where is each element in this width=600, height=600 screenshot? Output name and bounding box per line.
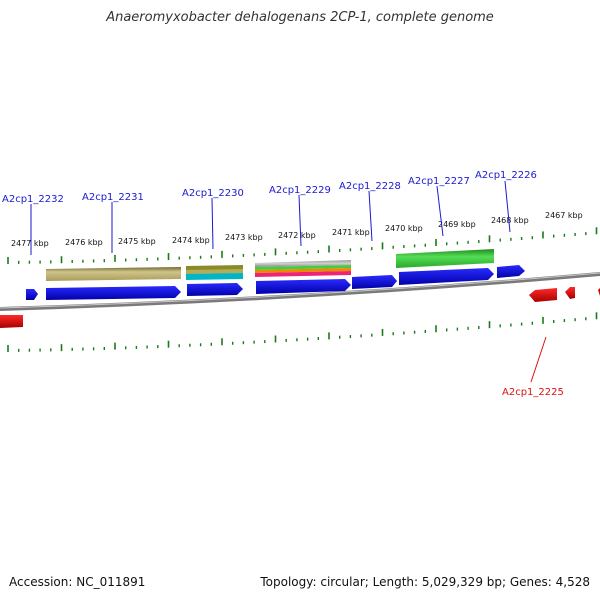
scale-label-2469: 2469 kbp bbox=[438, 220, 476, 229]
gene-arrow-a2cp1-2226[interactable] bbox=[497, 265, 525, 278]
scale-label-2476: 2476 kbp bbox=[65, 238, 103, 247]
outer-tick-ring bbox=[7, 227, 598, 264]
olive-track-shade bbox=[186, 269, 243, 274]
gene-label-a2cp1-2231[interactable]: A2cp1_2231 bbox=[82, 192, 144, 203]
gene-label-a2cp1-2232[interactable]: A2cp1_2232 bbox=[2, 194, 64, 205]
leader-a2cp1-2230 bbox=[211, 197, 214, 250]
khaki-track[interactable] bbox=[46, 267, 181, 281]
scale-label-2472: 2472 kbp bbox=[278, 231, 316, 240]
gene-arrow-red-left[interactable] bbox=[0, 315, 23, 328]
leader-a2cp1-2225 bbox=[530, 336, 547, 383]
gene-arrow-a2cp1-2225[interactable] bbox=[529, 288, 557, 302]
scale-label-2474: 2474 kbp bbox=[172, 236, 210, 245]
scale-label-2473: 2473 kbp bbox=[225, 233, 263, 242]
green-track[interactable] bbox=[396, 249, 494, 268]
forward-genes bbox=[26, 265, 525, 300]
gene-arrow-a2cp1-2231[interactable] bbox=[46, 286, 181, 300]
scale-label-2470: 2470 kbp bbox=[385, 224, 423, 233]
scale-label-2467: 2467 kbp bbox=[545, 211, 583, 220]
gene-label-a2cp1-2226[interactable]: A2cp1_2226 bbox=[475, 170, 537, 181]
green-track-thin[interactable] bbox=[255, 265, 351, 270]
gene-arrow-a2cp1-2229[interactable] bbox=[256, 279, 351, 294]
grey-track[interactable] bbox=[255, 260, 351, 267]
gene-arrow-a2cp1-2228[interactable] bbox=[352, 275, 397, 289]
inner-tick-ring bbox=[7, 312, 598, 352]
genome-backbone bbox=[0, 272, 600, 311]
gene-label-a2cp1-2229[interactable]: A2cp1_2229 bbox=[269, 185, 331, 196]
magenta-track[interactable] bbox=[255, 271, 351, 277]
gene-label-a2cp1-2228[interactable]: A2cp1_2228 bbox=[339, 181, 401, 192]
scale-label-2471: 2471 kbp bbox=[332, 228, 370, 237]
leader-a2cp1-2228 bbox=[368, 190, 373, 242]
leader-a2cp1-2229 bbox=[298, 194, 302, 247]
genome-summary: Topology: circular; Length: 5,029,329 bp… bbox=[260, 575, 590, 589]
map-title: Anaeromyxobacter dehalogenans 2CP-1, com… bbox=[106, 10, 494, 25]
feature-tracks bbox=[46, 249, 494, 281]
gene-label-a2cp1-2230[interactable]: A2cp1_2230 bbox=[182, 188, 244, 199]
orange-track[interactable] bbox=[255, 268, 351, 273]
leader-a2cp1-2226 bbox=[504, 180, 511, 233]
cyan-track[interactable] bbox=[186, 273, 243, 280]
gene-arrow-red-small[interactable] bbox=[565, 287, 575, 299]
genome-backbone-highlight bbox=[0, 272, 600, 309]
reverse-genes bbox=[0, 287, 600, 328]
gene-arrow-a2cp1-2232[interactable] bbox=[26, 289, 38, 300]
gene-arrow-a2cp1-2230[interactable] bbox=[187, 283, 243, 296]
gene-arrow-a2cp1-2227[interactable] bbox=[399, 268, 494, 285]
gene-label-a2cp1-2225[interactable]: A2cp1_2225 bbox=[502, 387, 564, 398]
label-leaders bbox=[30, 180, 547, 383]
scale-label-2468: 2468 kbp bbox=[491, 216, 529, 225]
scale-label-2475: 2475 kbp bbox=[118, 237, 156, 246]
gene-label-a2cp1-2227[interactable]: A2cp1_2227 bbox=[408, 176, 470, 187]
scale-label-2477: 2477 kbp bbox=[11, 239, 49, 248]
accession-label: Accession: NC_011891 bbox=[9, 575, 146, 589]
leader-a2cp1-2227 bbox=[436, 185, 444, 237]
